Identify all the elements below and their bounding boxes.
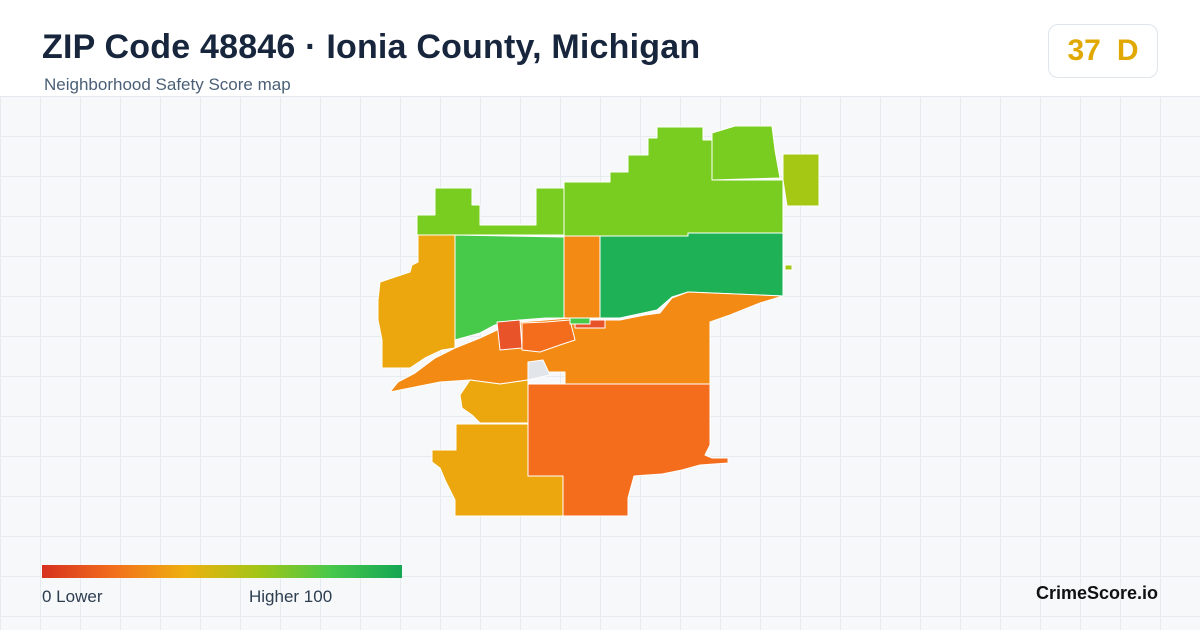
region-center-strip[interactable] — [563, 235, 601, 319]
region-north-west[interactable] — [416, 187, 565, 236]
page-title: ZIP Code 48846 · Ionia County, Michigan — [42, 28, 701, 66]
legend-high-label: Higher 100 — [249, 587, 333, 606]
region-south-west-upper[interactable] — [459, 379, 529, 424]
header: ZIP Code 48846 · Ionia County, Michigan … — [0, 0, 1200, 97]
region-south-central[interactable] — [527, 383, 729, 517]
score-badge: 37 D — [1048, 24, 1158, 78]
region-east-small[interactable] — [784, 264, 793, 271]
page-subtitle: Neighborhood Safety Score map — [44, 75, 291, 94]
region-downtown-sliver[interactable] — [569, 317, 591, 325]
region-no-data[interactable] — [527, 359, 551, 381]
region-north-east[interactable] — [711, 125, 781, 181]
legend-gradient-bar — [42, 565, 402, 578]
score-grade: D — [1116, 34, 1139, 67]
region-downtown-west[interactable] — [496, 319, 523, 351]
score-value: 37 — [1067, 34, 1101, 67]
brand-logo-text[interactable]: CrimeScore.io — [1036, 583, 1159, 603]
region-far-east[interactable] — [782, 153, 820, 207]
legend-low-label: 0 Lower — [42, 587, 103, 606]
region-downtown-center[interactable] — [521, 319, 576, 353]
region-west[interactable] — [377, 234, 456, 369]
